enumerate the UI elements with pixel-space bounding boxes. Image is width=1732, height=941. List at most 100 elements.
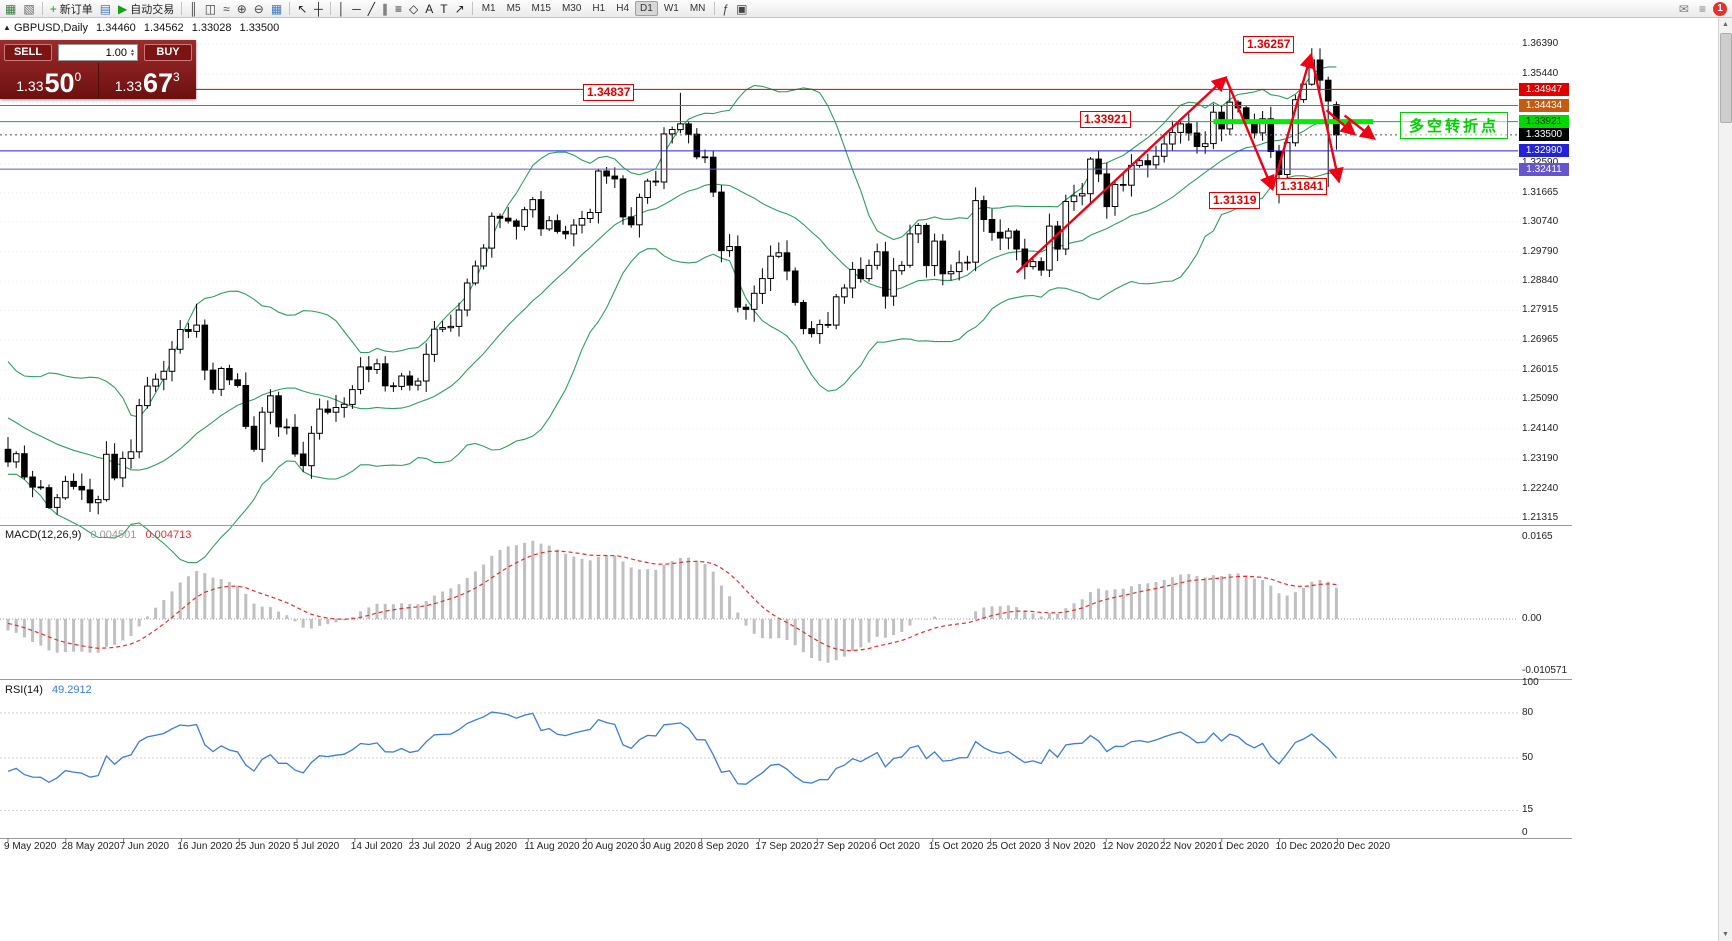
- time-label: 25 Oct 2020: [986, 841, 1042, 852]
- symbol-name: GBPUSD,Daily: [14, 22, 88, 34]
- price-tag-1.34434: 1.34434: [1519, 99, 1569, 112]
- macd-axis-label: 0.00: [1522, 613, 1542, 624]
- time-label: 2 Aug 2020: [466, 841, 517, 852]
- time-label: 11 Aug 2020: [524, 841, 580, 852]
- buy-price-pips: 67: [143, 68, 174, 98]
- lot-spinner[interactable]: ▲ ▼: [130, 47, 135, 58]
- timeframe-m1[interactable]: M1: [481, 3, 496, 14]
- timeframe-m5[interactable]: M5: [506, 3, 521, 14]
- toolbar-separator: [714, 2, 716, 15]
- equidistant-channel-icon[interactable]: ∥: [382, 1, 389, 16]
- scroll-up-icon[interactable]: ▲: [1722, 21, 1729, 28]
- scrollbar-thumb[interactable]: [1720, 33, 1732, 123]
- ohlc-low: 1.33028: [191, 22, 232, 34]
- rsi-label: RSI(14) 49.2912: [5, 684, 98, 696]
- cursor-icon[interactable]: ↖: [297, 1, 308, 16]
- lot-size-input[interactable]: 1.00 ▲ ▼: [58, 44, 138, 61]
- timeframe-m15[interactable]: M15: [531, 3, 551, 14]
- pane-separators[interactable]: [0, 525, 1572, 839]
- time-label: 17 Sep 2020: [755, 841, 813, 852]
- ohlc-close: 1.33500: [239, 22, 280, 34]
- sell-price[interactable]: 1.33 50 0: [0, 63, 99, 99]
- mail-icon[interactable]: ✉: [1678, 1, 1689, 16]
- price-tick: 1.29790: [1522, 245, 1559, 257]
- new-order-button[interactable]: + 新订单: [47, 1, 96, 16]
- price-tick: 1.26015: [1522, 364, 1559, 376]
- notification-badge[interactable]: 1: [1713, 1, 1727, 16]
- line-chart-icon[interactable]: ≈: [223, 1, 230, 16]
- timeframe-h1[interactable]: H1: [592, 3, 606, 14]
- rsi-line: [7, 711, 1337, 785]
- buy-price-point: 3: [173, 70, 180, 84]
- time-label: 14 Jul 2020: [350, 841, 403, 852]
- vertical-line-icon[interactable]: │: [337, 1, 346, 16]
- price-tick: 1.21315: [1522, 512, 1559, 523]
- buy-button[interactable]: BUY: [144, 44, 192, 61]
- time-label: 5 Jul 2020: [293, 841, 340, 852]
- rsi-axis-label: 80: [1522, 707, 1534, 718]
- horizontal-lines[interactable]: [0, 88, 1518, 170]
- time-label: 28 May 2020: [61, 841, 120, 852]
- horizontal-line-icon[interactable]: ─: [352, 1, 361, 16]
- callout-1.34837[interactable]: 1.34837: [583, 84, 635, 101]
- callout-1.36257[interactable]: 1.36257: [1243, 36, 1295, 53]
- price-tick: 1.36390: [1522, 38, 1559, 49]
- trend-annotations[interactable]: [1015, 52, 1376, 274]
- time-label: 6 Oct 2020: [871, 841, 920, 852]
- menu-icon[interactable]: ≡: [1698, 1, 1706, 16]
- one-click-trading-toggle[interactable]: ▲: [3, 23, 11, 32]
- profiles-icon[interactable]: ▧: [23, 1, 35, 16]
- indicators-icon[interactable]: ƒ: [722, 1, 730, 16]
- text-label-icon[interactable]: T: [440, 1, 448, 16]
- macd-pane: [0, 540, 1518, 663]
- shapes-icon[interactable]: ◇: [409, 1, 419, 16]
- candlestick-chart-icon[interactable]: ◫: [204, 1, 217, 16]
- timeframe-d1[interactable]: D1: [635, 1, 658, 16]
- zoom-in-icon[interactable]: ⊕: [236, 1, 247, 16]
- price-tick: 1.23190: [1522, 453, 1559, 465]
- text-icon[interactable]: A: [425, 1, 434, 16]
- objects-list-icon[interactable]: ▣: [736, 1, 748, 16]
- timeframe-w1[interactable]: W1: [663, 3, 679, 14]
- callout-1.31319[interactable]: 1.31319: [1209, 192, 1261, 209]
- trendline-icon[interactable]: ╱: [367, 1, 376, 16]
- sell-button[interactable]: SELL: [4, 44, 52, 61]
- arrow-object-icon[interactable]: ↗: [454, 1, 465, 16]
- macd-signal-value: 0.004713: [145, 529, 192, 541]
- macd-axis-label: 0.0165: [1522, 531, 1553, 542]
- macd-axis-label: -0.010571: [1522, 665, 1568, 676]
- vertical-scrollbar[interactable]: ▲ ▼: [1718, 18, 1732, 941]
- rsi-pane: [0, 711, 1518, 811]
- candles-layer: [4, 48, 1340, 515]
- autotrading-button[interactable]: ▶ 自动交易: [115, 1, 177, 16]
- new-chart-icon[interactable]: ▦: [5, 1, 17, 16]
- time-label: 20 Aug 2020: [582, 841, 639, 852]
- timeframe-m30[interactable]: M30: [561, 3, 582, 14]
- price-tick: 1.31665: [1522, 186, 1559, 198]
- toolbar-items: ▦ ▧ + 新订单 ▤ ▶ 自动交易 ║ ◫ ≈ ⊕ ⊖ ▦ ↖ ┼ │ ─ ╱ ∥ ≡ ◇ A T ↗ M1 M5 M15 M30 H…: [2, 1, 750, 16]
- pivot-note[interactable]: 多空转折点: [1400, 112, 1509, 139]
- trend-arrow-4: [1309, 54, 1344, 184]
- time-label: 8 Sep 2020: [697, 841, 749, 852]
- buy-price[interactable]: 1.33 67 3: [99, 63, 197, 99]
- zoom-out-icon[interactable]: ⊖: [253, 1, 264, 16]
- one-click-trade-panel: SELL 1.00 ▲ ▼ BUY 1.33 50 0 1.33 67 3: [0, 40, 196, 99]
- toolbar: ▦ ▧ + 新订单 ▤ ▶ 自动交易 ║ ◫ ≈ ⊕ ⊖ ▦ ↖ ┼ │ ─ ╱ ∥ ≡ ◇ A T ↗ M1 M5 M15 M30 H…: [0, 0, 1732, 18]
- scroll-down-icon[interactable]: ▼: [1722, 931, 1729, 938]
- bar-chart-icon[interactable]: ║: [189, 1, 198, 16]
- time-label: 10 Dec 2020: [1275, 841, 1333, 852]
- timeframe-h4[interactable]: H4: [616, 3, 630, 14]
- fibonacci-icon[interactable]: ≡: [395, 1, 403, 16]
- callout-1.31841[interactable]: 1.31841: [1276, 178, 1328, 195]
- price-tick: 1.28840: [1522, 275, 1559, 287]
- callout-1.33921[interactable]: 1.33921: [1080, 111, 1132, 128]
- tile-windows-icon[interactable]: ▦: [270, 1, 283, 16]
- market-watch-icon[interactable]: ▤: [99, 1, 112, 16]
- crosshair-icon[interactable]: ┼: [314, 1, 323, 16]
- macd-signal-line: [7, 550, 1337, 652]
- rsi-axis-label: 15: [1522, 804, 1534, 815]
- symbol-info: GBPUSD,Daily 1.34460 1.34562 1.33028 1.3…: [14, 22, 284, 34]
- timeframe-mn[interactable]: MN: [689, 3, 706, 14]
- rsi-name: RSI(14): [5, 684, 43, 696]
